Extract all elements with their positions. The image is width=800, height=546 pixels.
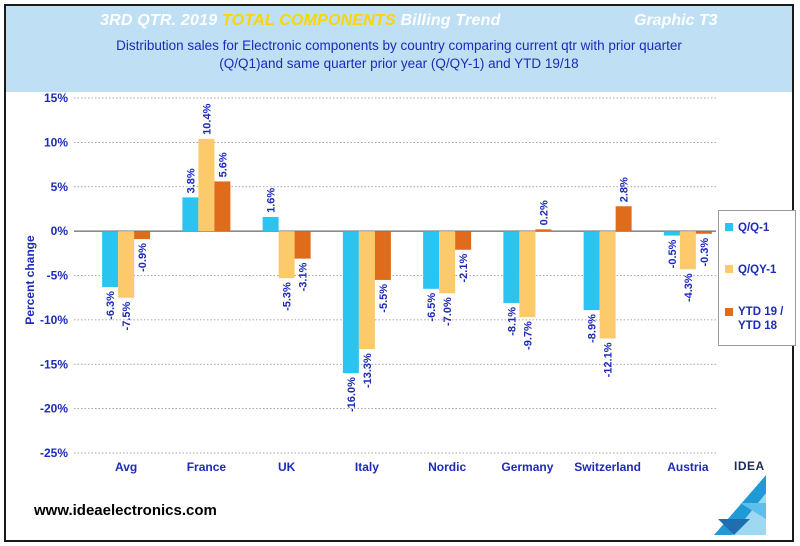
bar [358, 231, 375, 350]
logo-text: IDEA [734, 459, 765, 473]
y-tick-label: -10% [40, 313, 68, 327]
data-label: -0.9% [137, 243, 149, 272]
x-tick-label: Switzerland [574, 460, 641, 474]
data-label: -8.9% [587, 314, 599, 343]
data-label: -8.1% [506, 307, 518, 336]
y-tick-label: -5% [47, 269, 69, 283]
legend-swatch [725, 308, 733, 316]
idea-logo: IDEA [710, 459, 792, 539]
legend-swatch [725, 223, 733, 231]
data-label: 2.8% [619, 177, 631, 202]
y-tick-label: 5% [51, 180, 69, 194]
bar [455, 231, 472, 250]
bar [294, 231, 311, 259]
bar [278, 231, 295, 279]
y-axis-label: Percent change [23, 235, 37, 325]
grid-lines [74, 97, 716, 454]
bar [583, 231, 600, 311]
bars [102, 138, 712, 374]
data-label: -12.1% [603, 342, 615, 377]
x-tick-label: Avg [115, 460, 137, 474]
chart-subtitle-line-2: (Q/Q1)and same quarter prior year (Q/QY-… [219, 56, 579, 71]
bar [198, 138, 215, 232]
y-tick-labels: 15% 10% 5% 0% -5% -10% -15% -20% -25% [40, 91, 68, 460]
data-labels: -6.3% -7.5% -0.9% 3.8% 10.4% 5.6% 1.6% -5.3% -3.… [105, 103, 711, 412]
data-label: -6.3% [105, 291, 117, 320]
data-label: -16.0% [346, 377, 358, 412]
data-label: -3.1% [298, 262, 310, 291]
y-tick-label: 15% [44, 91, 68, 105]
bar [695, 231, 712, 234]
data-label: 1.6% [266, 188, 278, 213]
legend-label: Q/Q-1 [738, 222, 770, 234]
bar [535, 229, 552, 232]
y-tick-label: -20% [40, 402, 68, 416]
legend-label: YTD 19 / YTD 18 [738, 306, 784, 332]
x-tick-labels: Avg France UK Italy Nordic Germany Switzerland… [115, 460, 709, 474]
legend-item-q-q-1: Q/Q-1 [725, 221, 769, 235]
data-label: -6.5% [426, 293, 438, 322]
x-tick-label: Germany [501, 460, 553, 474]
y-tick-label: -25% [40, 446, 68, 460]
chart-legend: Q/Q-1 Q/QY-1 YTD 19 / YTD 18 [718, 210, 796, 346]
data-label: -5.3% [282, 282, 294, 311]
x-tick-label: France [187, 460, 227, 474]
legend-swatch [725, 265, 733, 273]
legend-item-q-qy-1: Q/QY-1 [725, 263, 776, 277]
chart-subtitle-line-1: Distribution sales for Electronic compon… [116, 38, 682, 53]
idea-triangle-logo-icon [714, 475, 766, 535]
bar [439, 231, 456, 294]
bar [134, 231, 151, 240]
bar [503, 231, 520, 304]
x-tick-label: UK [278, 460, 296, 474]
bar [118, 231, 135, 298]
legend-item-ytd: YTD 19 / YTD 18 [725, 305, 795, 333]
data-label: 10.4% [201, 103, 213, 134]
data-label: 0.2% [538, 200, 550, 225]
data-label: -7.0% [442, 297, 454, 326]
legend-label: Q/QY-1 [738, 264, 777, 276]
bar [102, 231, 119, 288]
bar [599, 231, 616, 339]
bar [519, 231, 536, 318]
x-tick-label: Italy [355, 460, 379, 474]
bar [214, 181, 231, 232]
y-tick-label: 10% [44, 135, 68, 149]
title-suffix: Billing Trend [400, 12, 501, 29]
x-tick-label: Nordic [428, 460, 466, 474]
data-label: -13.3% [362, 353, 374, 388]
bar [374, 231, 391, 280]
chart-title: 3RD QTR. 2019 TOTAL COMPONENTS Billing T… [100, 12, 501, 30]
bar [262, 216, 279, 232]
chart-frame: 3RD QTR. 2019 TOTAL COMPONENTS Billing T… [4, 4, 794, 542]
bar [342, 231, 359, 374]
bar [679, 231, 696, 270]
bar [182, 197, 199, 232]
chart-header: 3RD QTR. 2019 TOTAL COMPONENTS Billing T… [6, 6, 792, 92]
x-tick-label: Austria [667, 460, 709, 474]
data-label: -4.3% [683, 273, 695, 302]
data-label: 3.8% [185, 168, 197, 193]
y-tick-label: 0% [51, 224, 69, 238]
y-tick-label: -15% [40, 357, 68, 371]
data-label: -0.3% [699, 238, 711, 267]
title-highlight: TOTAL COMPONENTS [221, 12, 396, 29]
data-label: -0.5% [667, 239, 679, 268]
title-prefix: 3RD QTR. 2019 [100, 12, 218, 29]
bar [615, 206, 632, 232]
website-link[interactable]: www.ideaelectronics.com [34, 502, 217, 519]
bar [423, 231, 440, 289]
data-label: -7.5% [121, 301, 133, 330]
data-label: -2.1% [458, 254, 470, 283]
bar [663, 231, 680, 236]
data-label: -9.7% [522, 321, 534, 350]
data-label: -5.5% [378, 284, 390, 313]
graphic-label: Graphic T3 [634, 12, 718, 29]
data-label: 5.6% [217, 152, 229, 177]
